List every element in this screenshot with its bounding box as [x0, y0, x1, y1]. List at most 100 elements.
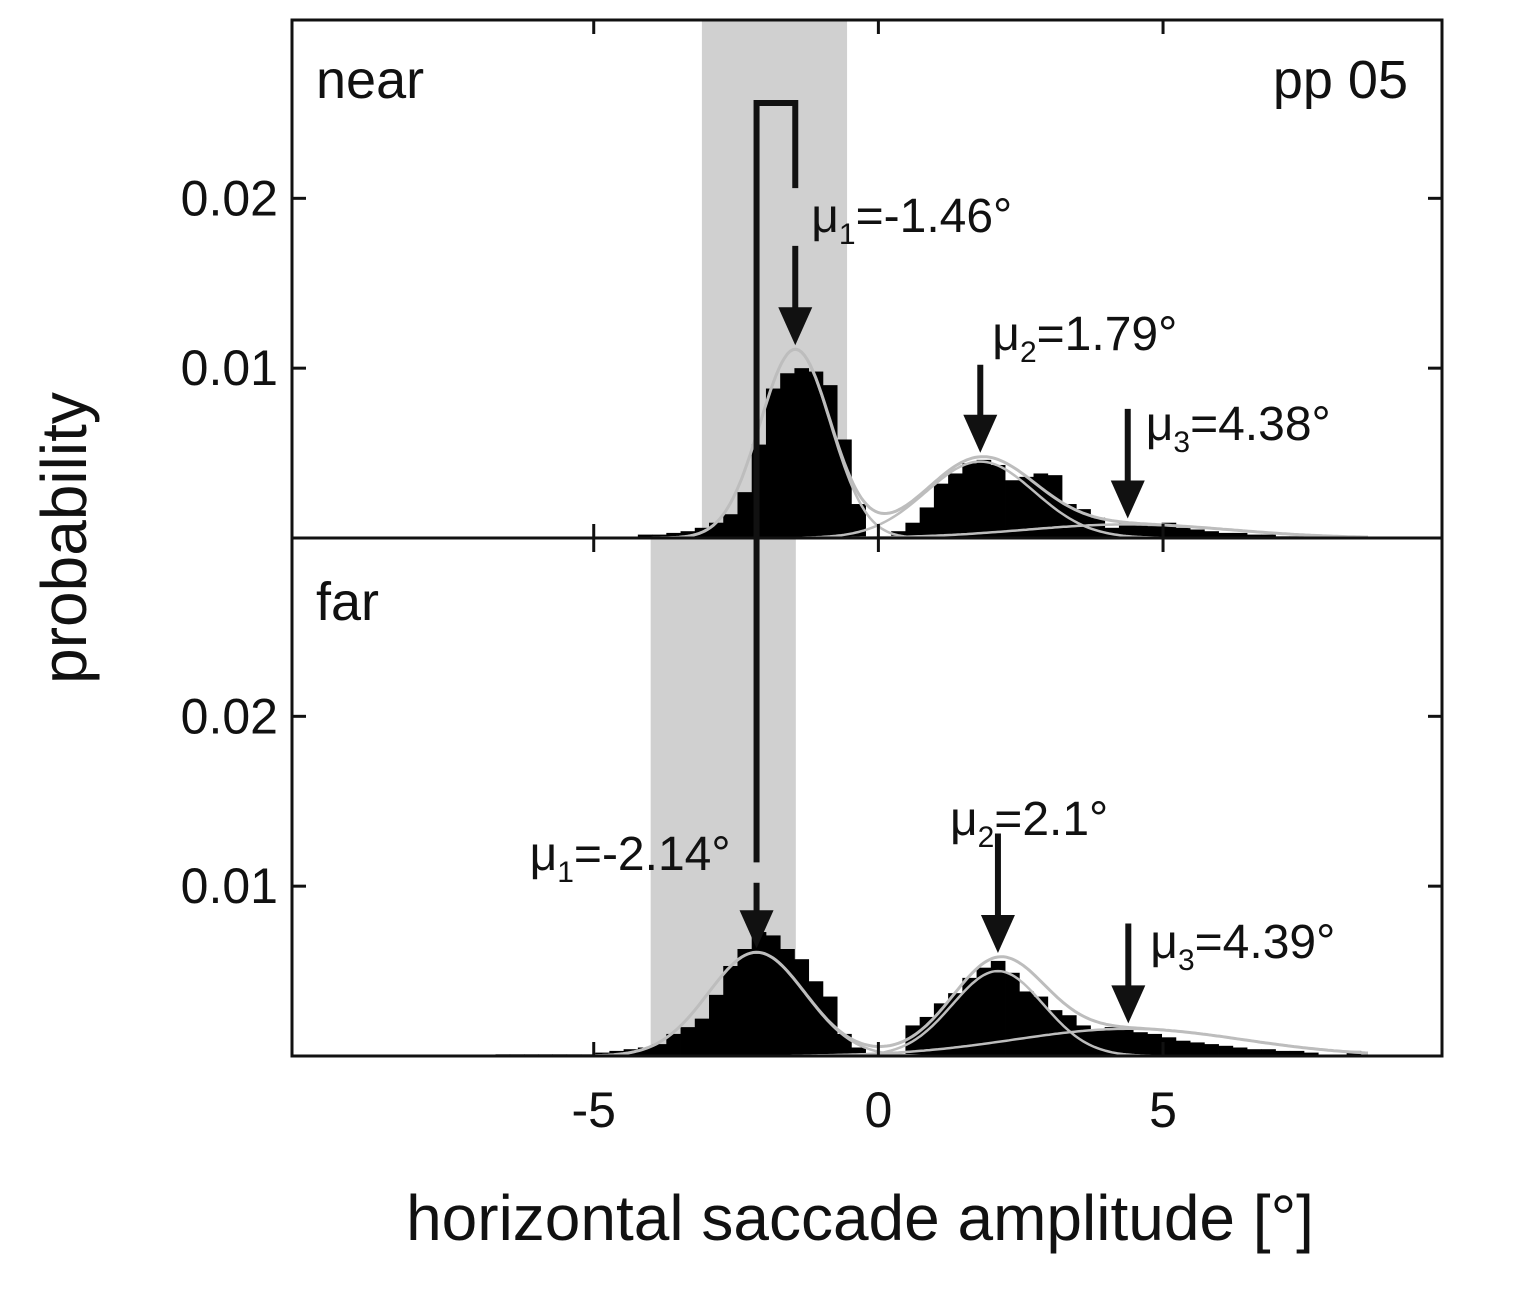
x-tick-label: -5 [571, 1082, 615, 1138]
y-tick-label: 0.02 [181, 688, 278, 744]
histogram-bar [680, 531, 696, 538]
histogram-bar [1118, 522, 1134, 538]
mu-subscript: 2 [978, 821, 995, 854]
histogram-bar [1232, 1047, 1248, 1056]
histogram-bar [948, 993, 963, 1056]
histogram-bar [1090, 1030, 1106, 1056]
mu-value: =-2.14° [574, 828, 731, 881]
histogram-bar [1218, 532, 1234, 538]
histogram-bar [990, 464, 1006, 538]
y-tick-label: 0.02 [181, 170, 278, 226]
histogram-bar [1047, 475, 1063, 538]
histogram-bar [723, 514, 738, 538]
mu-symbol: μ [811, 190, 839, 243]
histogram-bar [1133, 1032, 1148, 1056]
histogram-bar [962, 463, 977, 538]
annotation-arrowhead [980, 914, 1015, 953]
annotation-arrowhead [1111, 985, 1146, 1024]
histogram-bar [948, 473, 963, 538]
histogram-bar [652, 1044, 667, 1056]
histogram-bar [837, 439, 852, 538]
histogram-bar [1161, 1037, 1177, 1056]
histogram-bar [919, 507, 935, 538]
histogram-bar [1061, 1015, 1077, 1056]
histogram-bar [1261, 1049, 1276, 1056]
y-tick-label: 0.01 [181, 858, 278, 914]
mu3-annotation-far: μ3=4.39° [1150, 916, 1335, 977]
histogram-bar [822, 996, 838, 1056]
histogram-bar [1232, 532, 1248, 538]
mu3-annotation-near: μ3=4.38° [1146, 398, 1331, 459]
histogram-bar [680, 1027, 696, 1056]
histogram-bar [1289, 1050, 1305, 1056]
histogram-bar [822, 385, 838, 538]
histogram-bar [737, 949, 753, 1056]
histogram-bar [962, 977, 977, 1056]
mu1-annotation-far: μ1=-2.14° [530, 828, 731, 889]
mu-value: =2.1° [994, 793, 1108, 846]
histogram-bar [794, 959, 810, 1056]
mu-subscript: 2 [1020, 336, 1037, 369]
histogram-bar [1090, 517, 1106, 538]
histogram-bar [1204, 1044, 1219, 1056]
histogram-bar [1147, 1033, 1163, 1056]
histogram-bar [794, 368, 810, 538]
histogram-bar [751, 932, 767, 1056]
histogram-bar [1275, 1050, 1291, 1056]
histogram-bar [1204, 531, 1219, 538]
histogram-bar [1175, 1040, 1191, 1056]
mu-value: =4.38° [1190, 398, 1331, 451]
mu-value: =1.79° [1037, 308, 1178, 361]
histogram-bar [808, 981, 824, 1056]
histogram-bar [637, 534, 653, 538]
histogram-bar [1147, 526, 1163, 538]
histogram-bar [723, 965, 738, 1056]
mu-subscript: 3 [1178, 944, 1195, 977]
histogram-bar [990, 960, 1006, 1056]
histogram-bar [1175, 527, 1191, 538]
annotation-arrowhead [739, 910, 774, 949]
histogram-bar [1218, 1045, 1234, 1056]
histogram-bar [1076, 509, 1091, 538]
x-tick-label: 5 [1149, 1082, 1177, 1138]
histogram-bar [1005, 480, 1020, 538]
mu-subscript: 1 [557, 856, 574, 889]
histogram-bar [933, 483, 949, 538]
y-axis-title: probability [28, 392, 100, 684]
histogram-bar [1019, 476, 1034, 538]
histogram-bar [1247, 1049, 1262, 1056]
histogram-bar [1190, 1042, 1205, 1056]
histogram-bar [1061, 504, 1077, 538]
histogram-bar [933, 1003, 949, 1056]
mu-symbol: μ [992, 308, 1020, 361]
histogram-bar [765, 388, 781, 538]
histogram-bar [737, 492, 753, 538]
histogram-bar [1005, 972, 1020, 1056]
x-tick-label: 0 [864, 1082, 892, 1138]
y-tick-label: 0.01 [181, 340, 278, 396]
histogram-bar [1104, 1027, 1120, 1056]
fit-component-2 [422, 460, 1368, 540]
histogram-bar [1247, 534, 1262, 538]
histogram-bar [851, 504, 866, 538]
annotation-arrowhead [1110, 480, 1145, 519]
mu-symbol: μ [950, 793, 978, 846]
participant-label: pp 05 [1273, 50, 1408, 110]
histogram-bar [709, 994, 724, 1056]
histogram-bar [1190, 529, 1205, 538]
histogram-bar [666, 532, 681, 538]
histogram-bar [808, 371, 824, 538]
histogram-bar [1019, 991, 1034, 1056]
mu-value: =4.39° [1195, 916, 1336, 969]
panel-label-far: far [316, 572, 379, 632]
histogram-bar [765, 935, 781, 1056]
annotation-arrowhead [963, 414, 998, 453]
histogram-bar [1303, 1052, 1319, 1056]
histogram-bar [976, 967, 992, 1056]
histogram-bar [1133, 522, 1148, 538]
mu2-annotation-far: μ2=2.1° [950, 793, 1108, 854]
histogram-bar [637, 1047, 653, 1056]
